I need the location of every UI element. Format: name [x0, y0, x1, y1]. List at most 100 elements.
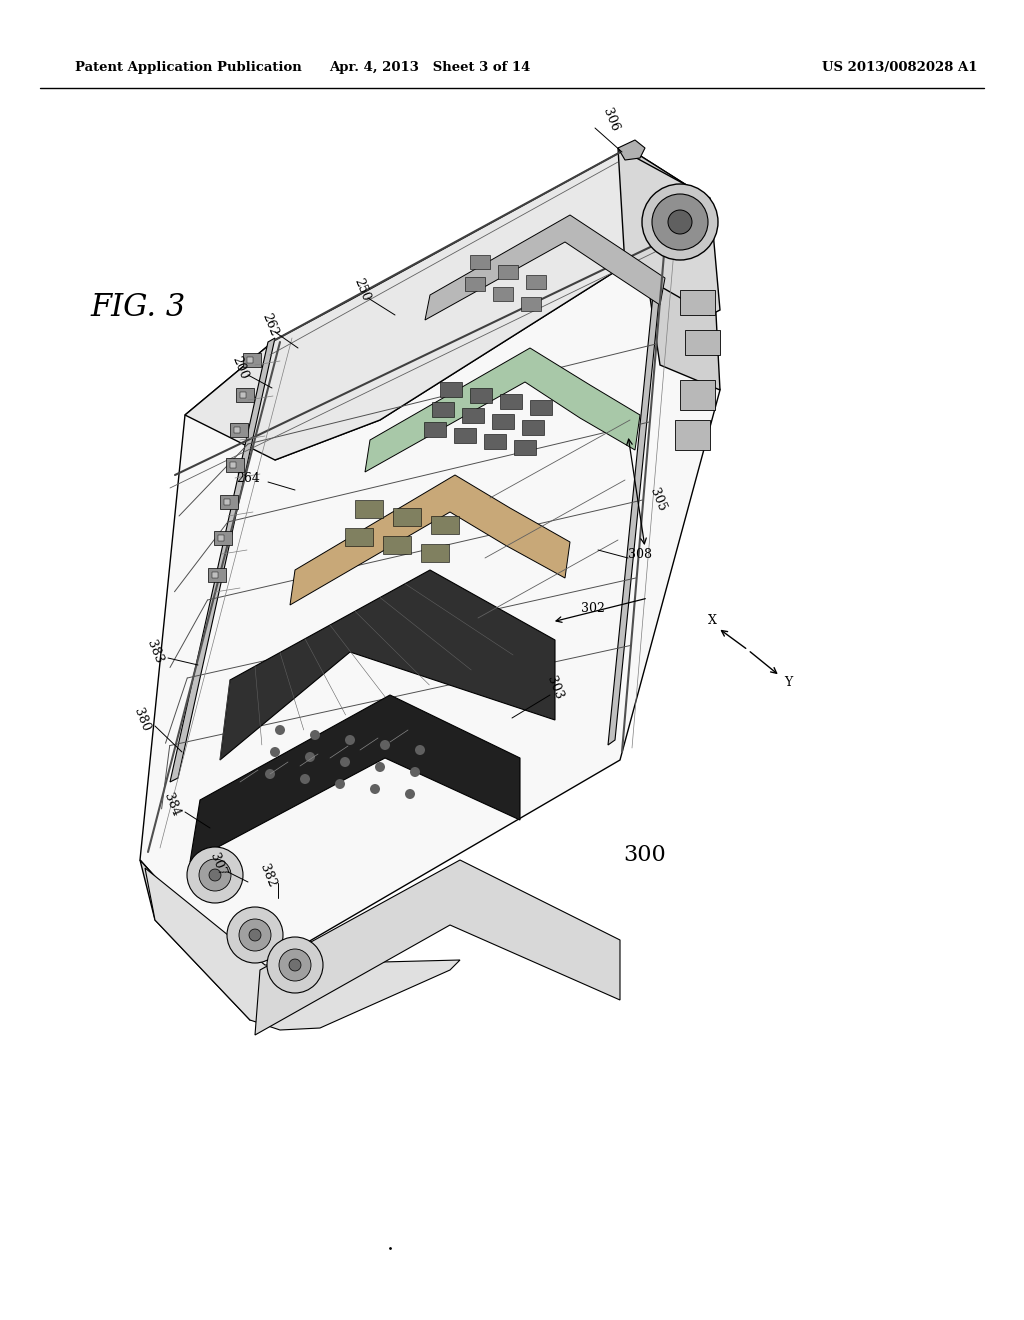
- Bar: [498, 265, 518, 279]
- Text: 384: 384: [162, 792, 182, 818]
- Bar: [218, 535, 224, 541]
- Circle shape: [335, 779, 345, 789]
- Circle shape: [249, 929, 261, 941]
- Bar: [421, 544, 449, 562]
- Bar: [454, 428, 476, 444]
- Bar: [212, 572, 218, 578]
- Bar: [247, 356, 253, 363]
- Bar: [230, 422, 248, 437]
- Circle shape: [415, 744, 425, 755]
- Bar: [493, 286, 513, 301]
- Text: 264: 264: [237, 471, 260, 484]
- Bar: [355, 500, 383, 517]
- Circle shape: [209, 869, 221, 880]
- Bar: [440, 381, 462, 397]
- Circle shape: [406, 789, 415, 799]
- Polygon shape: [290, 475, 570, 605]
- Circle shape: [642, 183, 718, 260]
- Bar: [465, 277, 485, 290]
- Bar: [685, 330, 720, 355]
- Circle shape: [375, 762, 385, 772]
- Polygon shape: [425, 215, 665, 319]
- Bar: [470, 388, 492, 403]
- Polygon shape: [618, 148, 720, 315]
- Bar: [214, 531, 232, 545]
- Circle shape: [239, 919, 271, 950]
- Text: 380: 380: [131, 706, 153, 734]
- Text: 383: 383: [144, 639, 166, 665]
- Bar: [230, 462, 236, 469]
- Bar: [522, 420, 544, 436]
- Circle shape: [270, 747, 280, 756]
- Bar: [462, 408, 484, 422]
- Text: 382: 382: [257, 862, 279, 890]
- Bar: [393, 508, 421, 525]
- Circle shape: [199, 859, 231, 891]
- Bar: [220, 495, 238, 510]
- Polygon shape: [185, 148, 710, 459]
- Text: 306: 306: [600, 107, 621, 133]
- Circle shape: [652, 194, 708, 249]
- Circle shape: [380, 741, 390, 750]
- Polygon shape: [145, 869, 460, 1030]
- Bar: [424, 422, 446, 437]
- Bar: [521, 297, 541, 312]
- Bar: [345, 528, 373, 546]
- Text: FIG. 3: FIG. 3: [90, 293, 185, 323]
- Circle shape: [289, 960, 301, 972]
- Bar: [243, 352, 261, 367]
- Bar: [224, 499, 230, 506]
- Circle shape: [668, 210, 692, 234]
- Polygon shape: [608, 240, 665, 744]
- Circle shape: [187, 847, 243, 903]
- Text: 305: 305: [647, 487, 669, 513]
- Bar: [514, 440, 536, 455]
- Bar: [208, 568, 226, 582]
- Text: 303: 303: [545, 675, 565, 701]
- Text: X: X: [708, 614, 717, 627]
- Bar: [226, 458, 244, 473]
- Text: Y: Y: [784, 676, 793, 689]
- Bar: [234, 426, 240, 433]
- Bar: [530, 400, 552, 414]
- Polygon shape: [140, 861, 280, 1020]
- Circle shape: [275, 725, 285, 735]
- Circle shape: [370, 784, 380, 795]
- Circle shape: [340, 756, 350, 767]
- Polygon shape: [255, 861, 620, 1035]
- Bar: [470, 255, 490, 269]
- Circle shape: [300, 774, 310, 784]
- Polygon shape: [170, 338, 275, 781]
- Bar: [492, 414, 514, 429]
- Circle shape: [305, 752, 315, 762]
- Bar: [680, 380, 715, 411]
- Bar: [432, 403, 454, 417]
- Circle shape: [265, 770, 275, 779]
- Circle shape: [279, 949, 311, 981]
- Bar: [675, 420, 710, 450]
- Bar: [240, 392, 246, 399]
- Text: 262: 262: [259, 312, 281, 338]
- Bar: [236, 388, 254, 403]
- Polygon shape: [140, 240, 720, 970]
- Circle shape: [345, 735, 355, 744]
- Bar: [680, 290, 715, 315]
- Bar: [500, 393, 522, 409]
- Text: 302: 302: [581, 602, 605, 615]
- Polygon shape: [628, 148, 720, 389]
- Text: 308: 308: [628, 549, 652, 561]
- Text: US 2013/0082028 A1: US 2013/0082028 A1: [822, 62, 978, 74]
- Bar: [484, 434, 506, 449]
- Text: 300: 300: [624, 843, 667, 866]
- Circle shape: [267, 937, 323, 993]
- Text: 250: 250: [351, 277, 373, 304]
- Polygon shape: [220, 570, 555, 760]
- Bar: [383, 536, 411, 554]
- Circle shape: [227, 907, 283, 964]
- Bar: [431, 516, 459, 535]
- Text: 200: 200: [229, 355, 251, 381]
- Polygon shape: [618, 140, 645, 160]
- Circle shape: [310, 730, 319, 741]
- Polygon shape: [190, 696, 520, 862]
- Text: 307: 307: [208, 851, 228, 879]
